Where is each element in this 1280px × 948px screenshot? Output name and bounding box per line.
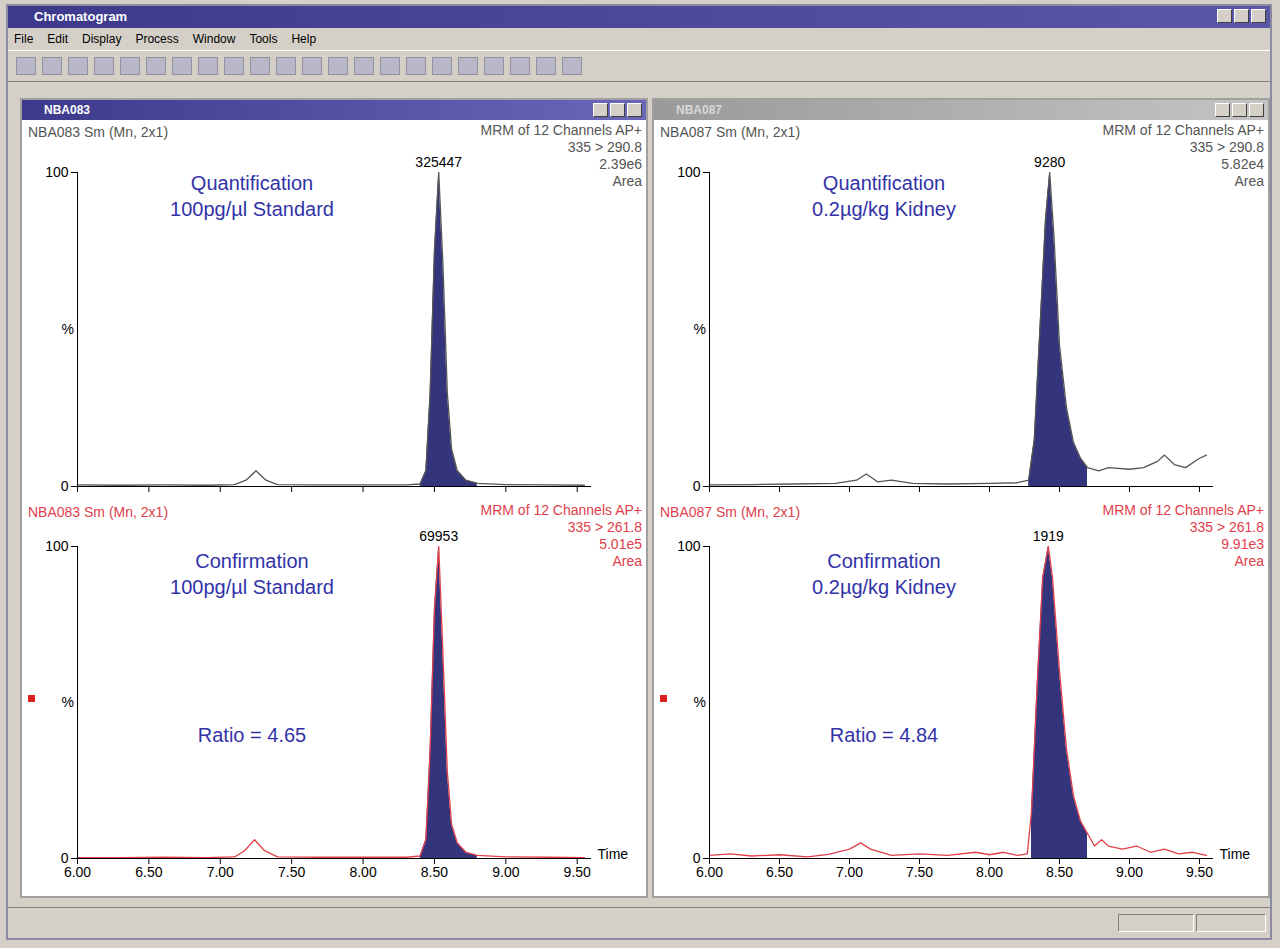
html-text:335 > 261.8: 335 > 261.8 (1189, 519, 1264, 535)
html-text:0.2µg/kg Kidney: 0.2µg/kg Kidney (812, 576, 956, 598)
html-text:335 > 290.8: 335 > 290.8 (1189, 139, 1264, 155)
svg-text:Time: Time (1220, 846, 1251, 862)
svg-text:325447: 325447 (415, 154, 462, 170)
html-text:Process: Process (135, 32, 179, 46)
svg-text:9.50: 9.50 (1186, 864, 1213, 880)
html-text:Area: Area (1234, 553, 1264, 569)
svg-text:6.50: 6.50 (766, 864, 793, 880)
html-text:NBA087: NBA087 (676, 103, 722, 117)
svg-text:7.50: 7.50 (278, 864, 305, 880)
html-text:NBA087 Sm (Mn, 2x1): NBA087 Sm (Mn, 2x1) (660, 504, 801, 520)
html-text:Quantification: Quantification (190, 172, 314, 194)
html-text:Confirmation: Confirmation (195, 550, 309, 572)
svg-text:7.00: 7.00 (207, 864, 234, 880)
html-text:Edit: Edit (47, 32, 68, 46)
html-text:Help: Help (291, 32, 317, 46)
html-text:100pg/µl Standard: 100pg/µl Standard (170, 576, 334, 598)
html-text:Area: Area (612, 553, 642, 569)
svg-text:69953: 69953 (419, 528, 458, 544)
svg-text:6.50: 6.50 (135, 864, 162, 880)
svg-text:8.00: 8.00 (349, 864, 376, 880)
svg-text:0: 0 (692, 850, 701, 866)
html-text:Confirmation: Confirmation (827, 550, 941, 572)
html-text:MRM of 12 Channels AP+: MRM of 12 Channels AP+ (480, 122, 642, 138)
html-text:NBA083 Sm (Mn, 2x1): NBA083 Sm (Mn, 2x1) (28, 124, 169, 140)
svg-text:Time: Time (598, 846, 629, 862)
html-text:5.82e4: 5.82e4 (1221, 156, 1264, 172)
svg-text:7.50: 7.50 (906, 864, 933, 880)
svg-text:100: 100 (677, 538, 701, 554)
svg-text:1919: 1919 (1033, 528, 1064, 544)
svg-text:%: % (694, 321, 706, 337)
html-text:MRM of 12 Channels AP+: MRM of 12 Channels AP+ (1102, 502, 1264, 518)
html-text:NBA083 Sm (Mn, 2x1): NBA083 Sm (Mn, 2x1) (28, 504, 169, 520)
svg-text:%: % (62, 321, 74, 337)
html-text:Tools: Tools (249, 32, 278, 46)
svg-text:7.00: 7.00 (836, 864, 863, 880)
html-text:Area: Area (612, 173, 642, 189)
svg-text:0: 0 (60, 850, 69, 866)
svg-text:9.00: 9.00 (492, 864, 519, 880)
svg-text:9.50: 9.50 (564, 864, 591, 880)
html-text:MRM of 12 Channels AP+: MRM of 12 Channels AP+ (1102, 122, 1264, 138)
html-text:Quantification: Quantification (822, 172, 946, 194)
svg-text:6.00: 6.00 (64, 864, 91, 880)
svg-text:%: % (694, 694, 706, 710)
html-text:335 > 290.8: 335 > 290.8 (567, 139, 642, 155)
svg-text:%: % (62, 694, 74, 710)
html-text:100pg/µl Standard: 100pg/µl Standard (170, 198, 334, 220)
html-text:Display: Display (82, 32, 122, 46)
html-text:5.01e5: 5.01e5 (599, 536, 642, 552)
html-text:Ratio = 4.84: Ratio = 4.84 (829, 724, 939, 746)
html-text:Area: Area (1234, 173, 1264, 189)
svg-text:9.00: 9.00 (1116, 864, 1143, 880)
svg-text:0: 0 (61, 478, 69, 494)
html-text:Window: Window (192, 32, 236, 46)
svg-text:8.50: 8.50 (421, 864, 448, 880)
svg-text:9280: 9280 (1034, 154, 1065, 170)
html-text:9.91e3: 9.91e3 (1221, 536, 1264, 552)
html-text:2.39e6: 2.39e6 (599, 156, 642, 172)
svg-text:100: 100 (677, 164, 701, 180)
html-text:File: File (14, 32, 34, 46)
html-text:0.2µg/kg Kidney: 0.2µg/kg Kidney (812, 198, 956, 220)
svg-text:0: 0 (693, 478, 701, 494)
html-text:Chromatogram: Chromatogram (34, 9, 128, 24)
html-text:335 > 261.8: 335 > 261.8 (567, 519, 642, 535)
html-text:NBA087 Sm (Mn, 2x1): NBA087 Sm (Mn, 2x1) (660, 124, 801, 140)
svg-text:8.50: 8.50 (1046, 864, 1073, 880)
svg-text:100: 100 (45, 538, 69, 554)
svg-text:100: 100 (45, 164, 69, 180)
html-text:MRM of 12 Channels AP+: MRM of 12 Channels AP+ (480, 502, 642, 518)
svg-text:8.00: 8.00 (976, 864, 1003, 880)
svg-text:6.00: 6.00 (696, 864, 723, 880)
html-text:Ratio = 4.65: Ratio = 4.65 (197, 724, 307, 746)
html-text:NBA083: NBA083 (44, 103, 90, 117)
